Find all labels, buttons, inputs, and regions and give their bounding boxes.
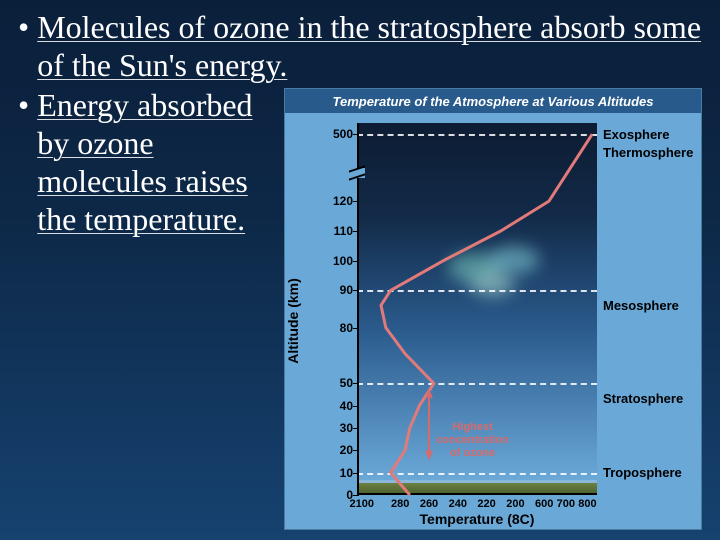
layer-label: Exosphere — [603, 127, 669, 142]
layer-label: Thermosphere — [603, 145, 693, 160]
y-tick: 110 — [334, 224, 353, 238]
layer-label: Troposphere — [603, 465, 682, 480]
plot-area: ExosphereThermosphereMesosphereStratosph… — [357, 123, 597, 495]
y-tick: 500 — [333, 127, 353, 141]
bullet-dot-icon: • — [18, 8, 29, 84]
x-tick: 2100 — [350, 498, 374, 510]
x-tick: 800 — [578, 498, 596, 510]
y-tick: 90 — [340, 283, 353, 297]
x-tick: 700 — [557, 498, 575, 510]
chart-title: Temperature of the Atmosphere at Various… — [285, 89, 701, 113]
y-tick: 120 — [333, 194, 353, 208]
x-tick: 200 — [506, 498, 524, 510]
atmosphere-chart: Temperature of the Atmosphere at Various… — [284, 88, 702, 530]
x-tick: 600 — [535, 498, 553, 510]
x-axis-label: Temperature (8C) — [357, 511, 597, 527]
y-tick: 80 — [340, 321, 353, 335]
x-tick: 220 — [477, 498, 495, 510]
bullet-item: • Molecules of ozone in the stratosphere… — [18, 8, 702, 84]
chart-body: Altitude (km) Temperature (8C) Exosphere… — [285, 113, 701, 529]
layer-label: Mesosphere — [603, 298, 679, 313]
y-tick: 40 — [340, 399, 353, 413]
x-tick: 240 — [449, 498, 467, 510]
layer-label: Stratosphere — [603, 391, 683, 406]
bullet-text: Molecules of ozone in the stratosphere a… — [37, 8, 702, 84]
x-tick: 260 — [420, 498, 438, 510]
y-tick: 50 — [340, 376, 353, 390]
y-tick: 10 — [340, 466, 353, 480]
y-tick: 20 — [340, 443, 353, 457]
y-tick: 30 — [340, 421, 353, 435]
y-tick-mark — [353, 495, 359, 496]
y-axis-label: Altitude (km) — [285, 278, 301, 364]
x-tick: 280 — [391, 498, 409, 510]
y-tick: 100 — [333, 254, 353, 268]
bullet-dot-icon: • — [18, 86, 29, 238]
bullet-text: Energy absorbed by ozone molecules raise… — [37, 86, 267, 238]
ozone-label: Highestconcentrationof ozone — [436, 421, 509, 460]
